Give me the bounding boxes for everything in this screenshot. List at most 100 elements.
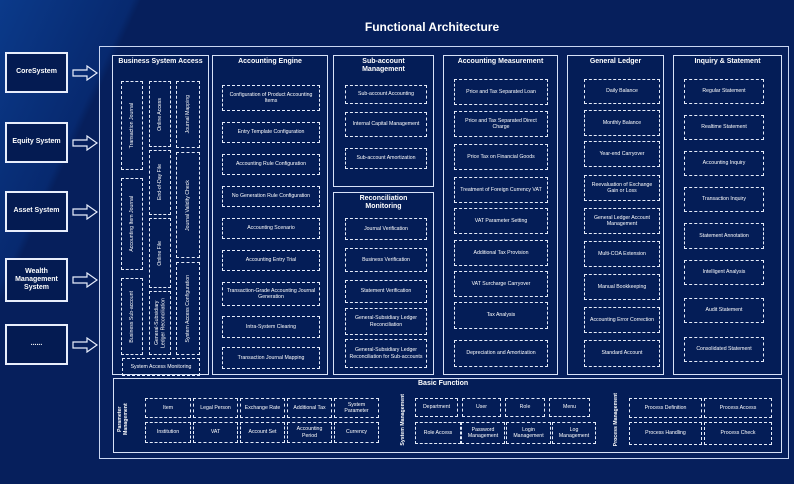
arrow-right-icon <box>72 64 99 81</box>
system-item: Role Access <box>415 422 461 444</box>
inquiry-statement-title: Inquiry & Statement <box>694 58 761 65</box>
accounting-engine-item: Transaction-Grade Accounting Journal Gen… <box>222 282 320 306</box>
general-ledger-item: Manual Bookkeeping <box>584 274 660 300</box>
accounting-measurement-item: Price Tax on Financial Goods <box>454 144 548 170</box>
general-ledger-item: Monthly Balance <box>584 110 660 136</box>
bsa-item-label: Accounting Item Journal <box>128 196 135 252</box>
bsa-item-label: Business Sub-account <box>128 290 135 343</box>
bsa-item: End-of-Day File <box>149 150 171 215</box>
reconciliation-item: Business Verification <box>345 248 427 272</box>
parameter-management-label-label: Parameter Management <box>116 403 129 436</box>
accounting-engine-item: Intra-System Clearing <box>222 316 320 338</box>
arrow-right-icon <box>72 271 99 289</box>
basic-function-panel <box>113 378 782 453</box>
accounting-measurement-item: Treatment of Foreign Currency VAT <box>454 177 548 203</box>
bsa-item: Transaction Journal <box>121 81 143 170</box>
system-item: Login Management <box>506 422 551 444</box>
process-item: Process Handling <box>629 422 702 445</box>
parameter-item: Additional Tax <box>287 398 332 418</box>
source-system-box: Asset System <box>5 191 68 232</box>
accounting-measurement-item: VAT Surcharge Carryover <box>454 271 548 297</box>
sub-account-item: Internal Capital Management <box>345 112 427 137</box>
general-ledger-item: Multi-COA Extension <box>584 241 660 267</box>
system-item: Menu <box>549 398 590 417</box>
bsa-item-label: Online File <box>156 240 163 266</box>
bsa-item: Journal Mapping <box>176 81 200 148</box>
arrow-right-icon <box>72 134 99 151</box>
reconciliation-monitoring-column <box>333 192 434 375</box>
inquiry-statement-item: Intelligent Analysis <box>684 260 764 285</box>
parameter-item: Accounting Period <box>287 422 332 443</box>
bsa-item: Journal Validity Check <box>176 152 200 258</box>
bsa-item-label: End-of-Day File <box>156 164 163 201</box>
general-ledger-item: Standard Account <box>584 340 660 367</box>
inquiry-statement-item: Realtime Statement <box>684 115 764 140</box>
accounting-measurement-item: Price and Tax Separated Loan <box>454 79 548 105</box>
parameter-item: Institution <box>145 422 191 443</box>
inquiry-statement-item: Regular Statement <box>684 79 764 104</box>
system-item: Password Management <box>461 422 505 444</box>
accounting-engine-item: Entry Template Configuration <box>222 122 320 143</box>
bsa-item-label: Journal Mapping <box>184 95 191 134</box>
platform-frame <box>99 46 789 459</box>
accounting-engine-item: Accounting Entry Trial <box>222 250 320 271</box>
accounting-measurement-item: Price and Tax Separated Direct Charge <box>454 111 548 137</box>
business-system-access-title: Business System Access <box>118 58 203 65</box>
bsa-item-label: Online Access <box>156 97 163 131</box>
accounting-engine-item: Configuration of Product Accounting Item… <box>222 85 320 111</box>
bsa-item-label: General-Subsidiary Ledger Reconciliation <box>153 298 167 348</box>
accounting-measurement-item: Additional Tax Provision <box>454 240 548 266</box>
business-system-access-column <box>112 55 209 375</box>
source-system-box: Equity System <box>5 122 68 163</box>
source-system-box: CoreSystem <box>5 52 68 93</box>
accounting-engine-item: Accounting Rule Configuration <box>222 154 320 175</box>
accounting-engine-item: No Generation Rule Configuration <box>222 186 320 207</box>
accounting-measurement-item: Tax Analysis <box>454 302 548 329</box>
parameter-item: Exchange Rate <box>240 398 285 418</box>
bsa-item: System Access Configuration <box>176 262 200 355</box>
general-ledger-title: General Ledger <box>589 58 642 65</box>
general-ledger-column <box>567 55 664 375</box>
accounting-engine-item: Accounting Scenario <box>222 218 320 239</box>
system-management-label-label: System Management <box>399 393 406 446</box>
parameter-item: Account Set <box>240 422 285 443</box>
bsa-item: Online Access <box>149 81 171 147</box>
general-ledger-item: Year-end Carryover <box>584 141 660 167</box>
bsa-item-label: Transaction Journal <box>128 102 135 149</box>
arrow-right-icon <box>72 336 99 353</box>
reconciliation-monitoring-title: Reconciliation Monitoring <box>359 195 408 210</box>
page-title: Functional Architecture <box>364 20 500 34</box>
inquiry-statement-item: Transaction Inquiry <box>684 187 764 212</box>
source-system-box: ...... <box>5 324 68 365</box>
parameter-item: Item <box>145 398 191 418</box>
accounting-measurement-column <box>443 55 558 375</box>
process-item: Process Check <box>704 422 772 445</box>
source-system-box: Wealth Management System <box>5 258 68 302</box>
process-management-label-label: Process Management <box>612 392 619 447</box>
general-ledger-item: Accounting Error Correction <box>584 307 660 333</box>
parameter-item: Legal Person <box>193 398 238 418</box>
reconciliation-item: General-Subsidiary Ledger Reconciliation <box>345 308 427 335</box>
reconciliation-item: General-Subsidiary Ledger Reconciliation… <box>345 339 427 368</box>
system-item: Role <box>505 398 545 417</box>
general-ledger-item: Reevaluation of Exchange Gain or Loss <box>584 175 660 201</box>
system-item: Department <box>415 398 458 417</box>
reconciliation-item: Statement Verification <box>345 280 427 303</box>
bsa-item-label: System Access Configuration <box>184 274 191 343</box>
bsa-item-label: Journal Validity Check <box>184 179 191 231</box>
parameter-management-label: Parameter Management <box>113 392 133 447</box>
accounting-engine-title: Accounting Engine <box>238 58 302 65</box>
inquiry-statement-item: Consolidated Statement <box>684 337 764 362</box>
sub-account-item: Sub-account Accounting <box>345 85 427 104</box>
inquiry-statement-item: Audit Statement <box>684 298 764 323</box>
bsa-item: Business Sub-account <box>121 278 143 355</box>
bsa-item: General-Subsidiary Ledger Reconciliation <box>149 291 171 355</box>
accounting-measurement-item: Depreciation and Amortization <box>454 340 548 367</box>
system-management-label: System Management <box>393 392 413 447</box>
inquiry-statement-item: Statement Annotation <box>684 223 764 249</box>
sub-account-management-column <box>333 55 434 187</box>
parameter-item: Currency <box>334 422 379 443</box>
bsa-item: Online File <box>149 218 171 288</box>
bsa-item: Accounting Item Journal <box>121 178 143 270</box>
